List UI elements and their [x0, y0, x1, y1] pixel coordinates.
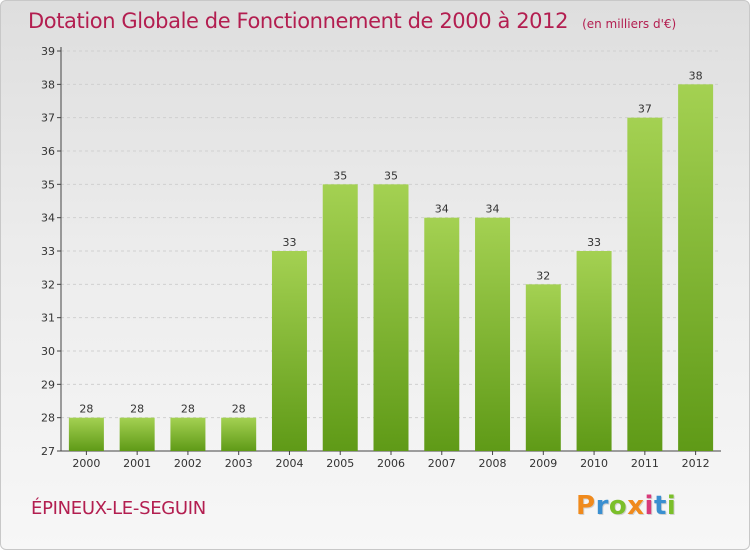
bar	[678, 84, 714, 451]
x-tick-label: 2003	[225, 457, 253, 470]
y-tick-label: 27	[41, 445, 55, 458]
logo-letter: i	[666, 491, 677, 521]
bar	[119, 417, 155, 451]
y-tick-label: 34	[41, 212, 55, 225]
data-label: 28	[79, 403, 93, 416]
chart-unit-note: (en milliers d'€)	[582, 17, 677, 31]
x-tick-label: 2010	[580, 457, 608, 470]
data-label: 33	[587, 236, 601, 249]
bar	[322, 184, 358, 452]
data-label: 28	[130, 403, 144, 416]
x-tick-label: 2008	[479, 457, 507, 470]
x-tick-label: 2011	[631, 457, 659, 470]
chart-title: Dotation Globale de Fonctionnement de 20…	[28, 9, 676, 33]
chart-title-text: Dotation Globale de Fonctionnement de 20…	[28, 9, 569, 33]
data-label: 32	[536, 269, 550, 282]
bar	[475, 217, 511, 451]
x-tick-label: 2012	[682, 457, 710, 470]
bar	[271, 251, 307, 451]
logo-letter: i	[644, 491, 654, 521]
logo-letter: o	[608, 491, 628, 521]
bar	[525, 284, 561, 451]
y-tick-label: 36	[41, 145, 55, 158]
data-label: 28	[181, 403, 195, 416]
data-label: 38	[689, 69, 703, 82]
bar	[221, 417, 257, 451]
x-tick-label: 2006	[377, 457, 405, 470]
data-label: 28	[232, 403, 246, 416]
y-tick-label: 35	[41, 178, 55, 191]
y-tick-label: 39	[41, 45, 55, 58]
x-tick-label: 2009	[529, 457, 557, 470]
logo-letter: r	[595, 491, 609, 521]
logo-letter: t	[653, 491, 667, 521]
bar	[170, 417, 206, 451]
data-label: 33	[282, 236, 296, 249]
y-tick-label: 33	[41, 245, 55, 258]
y-tick-label: 30	[41, 345, 55, 358]
data-label: 34	[435, 203, 449, 216]
bar	[627, 117, 663, 452]
x-tick-label: 2007	[428, 457, 456, 470]
data-label: 35	[384, 169, 398, 182]
data-label: 37	[638, 103, 652, 116]
bar	[424, 217, 460, 451]
proxiti-logo: Proxiti	[576, 491, 676, 521]
y-tick-label: 38	[41, 78, 55, 91]
data-label: 34	[486, 203, 500, 216]
y-tick-label: 28	[41, 412, 55, 425]
logo-letter: x	[627, 491, 645, 521]
x-tick-label: 2005	[326, 457, 354, 470]
y-tick-label: 31	[41, 312, 55, 325]
x-tick-label: 2002	[174, 457, 202, 470]
x-tick-label: 2004	[275, 457, 303, 470]
bar	[68, 417, 104, 451]
commune-name: ÉPINEUX-LE-SEGUIN	[31, 498, 206, 519]
bar	[576, 251, 612, 451]
bar	[373, 184, 409, 452]
data-label: 35	[333, 169, 347, 182]
x-tick-label: 2000	[72, 457, 100, 470]
x-tick-label: 2001	[123, 457, 151, 470]
logo-letter: P	[576, 491, 596, 521]
y-tick-label: 37	[41, 112, 55, 125]
y-tick-label: 29	[41, 378, 55, 391]
y-tick-label: 32	[41, 278, 55, 291]
